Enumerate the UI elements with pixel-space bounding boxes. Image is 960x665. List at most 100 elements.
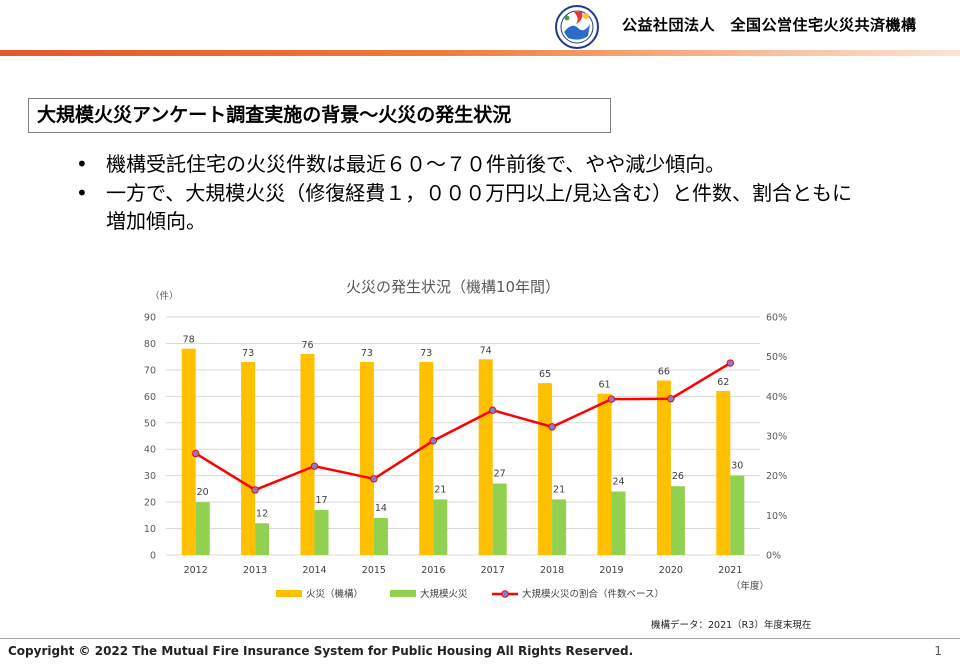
x-axis-tick-label: 2019 <box>599 565 623 576</box>
y-axis-tick-label: 50 <box>144 418 156 429</box>
legend-label-fire: 火災（機構） <box>306 588 363 600</box>
bullet-item: 機構受託住宅の火災件数は最近６０～７０件前後で、やや減少傾向。 <box>76 150 856 178</box>
y-axis-tick-label: 40 <box>144 445 156 456</box>
y2-axis-tick-label: 0% <box>766 551 781 562</box>
y-axis-tick-label: 60 <box>144 392 156 403</box>
bullet-item: 一方で、大規模火災（修復経費１，０００万円以上/見込含む）と件数、割合ともに増加… <box>76 179 856 235</box>
data-label-large-fire: 24 <box>612 477 624 488</box>
ratio-point <box>548 423 556 431</box>
bar-fire <box>241 361 256 555</box>
data-label-fire: 73 <box>361 348 373 359</box>
y-axis-tick-label: 10 <box>144 524 156 535</box>
organization-name: 公益社団法人 全国公営住宅火災共済機構 <box>622 16 917 34</box>
x-axis-tick-label: 2020 <box>659 565 683 576</box>
bar-large-fire <box>373 517 388 555</box>
y2-axis-tick-label: 60% <box>766 313 787 324</box>
bar-fire <box>419 361 434 555</box>
legend-label-large-fire: 大規模火災 <box>420 588 468 600</box>
organization-logo-icon <box>555 5 599 49</box>
data-label-fire: 76 <box>301 340 313 351</box>
slide-header: 公益社団法人 全国公営住宅火災共済機構 <box>0 0 960 60</box>
data-label-fire: 62 <box>717 377 729 388</box>
bar-large-fire <box>314 510 329 555</box>
bar-fire <box>300 354 315 555</box>
bar-fire <box>716 391 731 555</box>
ratio-point <box>489 406 497 414</box>
y2-axis-tick-label: 10% <box>766 511 787 522</box>
data-label-fire: 65 <box>539 369 551 380</box>
ratio-point <box>191 449 200 458</box>
fire-occurrence-chart: 火災の発生状況（機構10年間） 0 10 20 30 40 50 60 70 80 90 0% 10% 2… <box>144 278 787 600</box>
bullet-list: 機構受託住宅の火災件数は最近６０～７０件前後で、やや減少傾向。 一方で、大規模火… <box>76 150 856 236</box>
bar-large-fire <box>255 523 270 555</box>
bar-large-fire <box>433 499 448 555</box>
data-label-large-fire: 20 <box>197 487 209 498</box>
legend-swatch-fire <box>276 590 302 597</box>
data-source-note: 機構データ：2021（R3）年度末現在 <box>651 620 812 631</box>
x-axis-tick-label: 2016 <box>421 565 445 576</box>
data-label-large-fire: 21 <box>553 484 565 495</box>
data-label-fire: 74 <box>480 345 492 356</box>
y-axis-tick-label: 80 <box>144 339 156 350</box>
data-label-large-fire: 26 <box>672 471 684 482</box>
y2-axis-tick-label: 20% <box>766 471 787 482</box>
ratio-line <box>195 361 731 492</box>
bar-large-fire <box>552 499 567 555</box>
data-label-large-fire: 12 <box>256 508 268 519</box>
bar-large-fire <box>195 502 210 555</box>
y2-axis-tick-label: 40% <box>766 392 787 403</box>
header-divider <box>0 50 960 56</box>
bar-large-fire <box>492 483 507 555</box>
y-axis-tick-label: 70 <box>144 365 156 376</box>
bar-fire <box>478 359 493 555</box>
ratio-point <box>310 462 319 470</box>
ratio-point <box>726 359 734 367</box>
legend-label-ratio: 大規模火災の割合（件数ベース） <box>522 588 664 600</box>
page-number: 1 <box>934 644 942 658</box>
bar-fire <box>656 380 671 555</box>
copyright-text: Copyright © 2022 The Mutual Fire Insuran… <box>8 644 634 658</box>
bar-large-fire <box>730 475 745 555</box>
x-axis-tick-label: 2012 <box>184 565 208 576</box>
data-label-large-fire: 17 <box>315 495 327 506</box>
bar-fire <box>597 393 612 555</box>
data-label-large-fire: 27 <box>494 469 506 480</box>
y2-axis-tick-label: 30% <box>766 432 787 443</box>
data-label-fire: 73 <box>420 348 432 359</box>
x-axis-tick-label: 2018 <box>540 565 564 576</box>
y-axis-tick-label: 0 <box>150 551 156 562</box>
data-label-fire: 73 <box>242 348 254 359</box>
data-label-large-fire: 14 <box>375 503 387 514</box>
y-axis-unit-label: （件） <box>150 290 179 302</box>
ratio-point <box>251 486 259 494</box>
x-axis-tick-label: 2017 <box>481 565 505 576</box>
footer-divider <box>0 638 960 639</box>
x-axis-tick-label: 2014 <box>302 565 326 576</box>
data-label-large-fire: 30 <box>731 461 743 472</box>
slide-title: 大規模火災アンケート調査実施の背景～火災の発生状況 <box>28 98 611 133</box>
bar-fire <box>538 383 553 555</box>
bar-fire <box>181 348 196 555</box>
ratio-point <box>607 395 616 403</box>
bar-large-fire <box>611 491 626 555</box>
bar-fire <box>359 361 374 555</box>
data-label-fire: 61 <box>598 380 610 391</box>
x-axis-tick-label: 2015 <box>362 565 386 576</box>
data-label-fire: 66 <box>658 366 670 377</box>
x-axis-tick-label: 2013 <box>243 565 267 576</box>
data-label-fire: 78 <box>183 335 195 346</box>
ratio-point <box>667 395 675 403</box>
bar-large-fire <box>670 486 685 555</box>
legend-swatch-ratio-marker <box>501 590 509 598</box>
y-axis-tick-label: 20 <box>144 498 156 509</box>
ratio-point <box>370 475 378 483</box>
chart-title: 火災の発生状況（機構10年間） <box>346 278 560 296</box>
x-axis-unit-label: （年度） <box>731 580 769 592</box>
ratio-point <box>429 437 437 445</box>
y-axis-tick-label: 90 <box>144 313 156 324</box>
x-axis-tick-label: 2021 <box>718 565 742 576</box>
legend-swatch-large-fire <box>390 590 416 597</box>
data-label-large-fire: 21 <box>434 484 446 495</box>
y2-axis-tick-label: 50% <box>766 352 787 363</box>
y-axis-tick-label: 30 <box>144 471 156 482</box>
